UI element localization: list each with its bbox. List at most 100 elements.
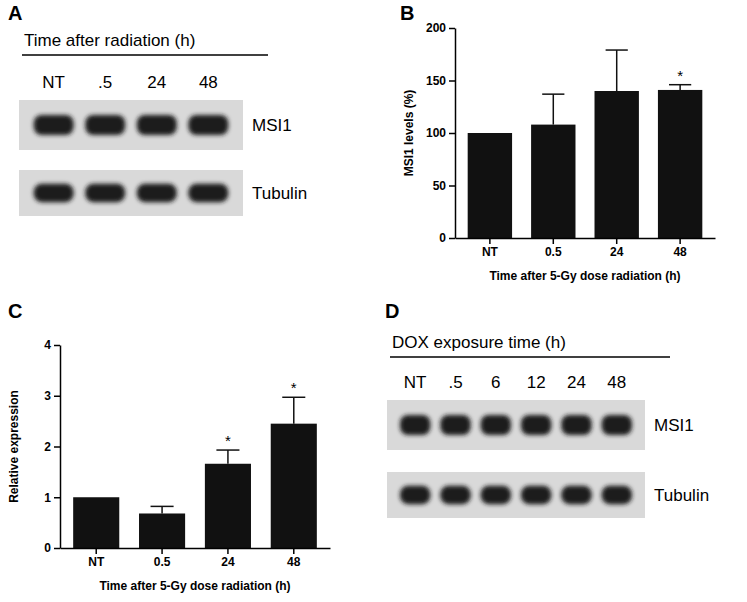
axis-line: [456, 238, 716, 240]
bar: [205, 464, 251, 548]
significance: *: [677, 67, 683, 84]
tick-mark: [95, 548, 97, 554]
band: [400, 415, 430, 435]
row-label: MSI1: [252, 116, 292, 135]
blot-title: Time after radiation (h): [24, 31, 195, 50]
band: [85, 184, 125, 202]
tick-label: 100: [426, 126, 446, 140]
tick-label: 200: [426, 21, 446, 35]
row-label: MSI1: [654, 416, 694, 435]
tick-label: 48: [673, 245, 687, 259]
error-cap: [151, 506, 174, 508]
band: [188, 115, 228, 135]
tick-label: NT: [482, 245, 499, 259]
band: [561, 415, 591, 435]
blot-membrane: [19, 170, 243, 216]
tick: NT: [88, 548, 105, 569]
error-bar: [282, 397, 305, 423]
bar: [658, 90, 702, 238]
bar: [139, 513, 185, 548]
tick-label: 24: [610, 245, 624, 259]
lane-label: 24: [147, 73, 166, 92]
blot-membrane: [387, 400, 645, 450]
lane-label: .5: [448, 373, 462, 392]
y-axis-title: Relative expression: [7, 390, 21, 503]
panel-label: A: [8, 2, 22, 24]
band: [440, 415, 470, 435]
error-stem: [616, 50, 618, 91]
error-bar: [216, 450, 239, 464]
significance: *: [291, 379, 297, 396]
blot-membrane: [387, 472, 645, 518]
lane-label: NT: [404, 373, 427, 392]
bar: [531, 125, 575, 238]
tick-label: 0: [44, 541, 51, 555]
tick-mark: [616, 238, 618, 244]
bar: [468, 133, 512, 238]
tick-mark: [54, 396, 60, 398]
tick: 50: [433, 179, 455, 193]
x-axis-title: Time after 5-Gy dose radiation (h): [99, 579, 290, 593]
tick-mark: [293, 548, 295, 554]
tick: 48: [673, 238, 687, 259]
figure: ATime after radiation (h)NT.52448MSI1Tub…: [0, 0, 747, 602]
tick: 200: [426, 21, 455, 35]
tick-label: 3: [44, 389, 51, 403]
panel-label: C: [8, 300, 22, 322]
y-axis: 0 50 100 150 200: [426, 21, 456, 245]
tick-mark: [54, 345, 60, 347]
tick: NT: [482, 238, 499, 259]
tick: 100: [426, 126, 455, 140]
tick-mark: [679, 238, 681, 244]
tick: 4: [44, 338, 60, 352]
band: [137, 115, 177, 135]
tick: 48: [287, 548, 301, 569]
row-label: Tubulin: [654, 486, 709, 505]
axis-line: [61, 548, 331, 550]
band: [34, 184, 74, 202]
tick-mark: [54, 446, 60, 448]
tick-mark: [161, 548, 163, 554]
tick: 1: [44, 491, 60, 505]
error-bar: [151, 506, 174, 513]
band: [521, 415, 551, 435]
tick-mark: [449, 238, 455, 240]
y-axis: 0 1 2 3 4: [44, 338, 60, 555]
band: [561, 486, 591, 504]
error-stem: [227, 450, 229, 464]
error-bar: [669, 85, 691, 90]
tick: 2: [44, 440, 60, 454]
band: [85, 115, 125, 135]
panel-label: B: [400, 2, 414, 24]
error-stem: [679, 85, 681, 90]
tick-label: 150: [426, 74, 446, 88]
tick: 0.5: [545, 238, 562, 259]
tick-label: NT: [88, 555, 105, 569]
tick-label: 50: [433, 179, 447, 193]
tick: 0: [439, 231, 455, 245]
bar: [271, 424, 317, 548]
tick-label: 4: [44, 338, 51, 352]
error-stem: [161, 506, 163, 513]
blot-panel: ATime after radiation (h) NT .5 24 48 MSI1 Tub…: [8, 2, 307, 216]
error-stem: [553, 94, 555, 124]
tick: 3: [44, 389, 60, 403]
plot-area: [73, 397, 317, 548]
error-cap: [669, 84, 691, 86]
blot-title: DOX exposure time (h): [392, 333, 566, 352]
band: [481, 486, 511, 504]
error-cap: [606, 49, 628, 51]
title-rule: [22, 54, 268, 56]
tick: 0: [44, 541, 60, 555]
band: [400, 486, 430, 504]
title-rule: [390, 356, 670, 358]
row-label: Tubulin: [252, 184, 307, 203]
error-cap: [282, 397, 305, 399]
lane-label: NT: [42, 73, 65, 92]
band: [137, 184, 177, 202]
band: [481, 415, 511, 435]
error-cap: [216, 449, 239, 451]
lane-label: .5: [98, 73, 112, 92]
tick-mark: [449, 133, 455, 135]
lane-label: 48: [199, 73, 218, 92]
